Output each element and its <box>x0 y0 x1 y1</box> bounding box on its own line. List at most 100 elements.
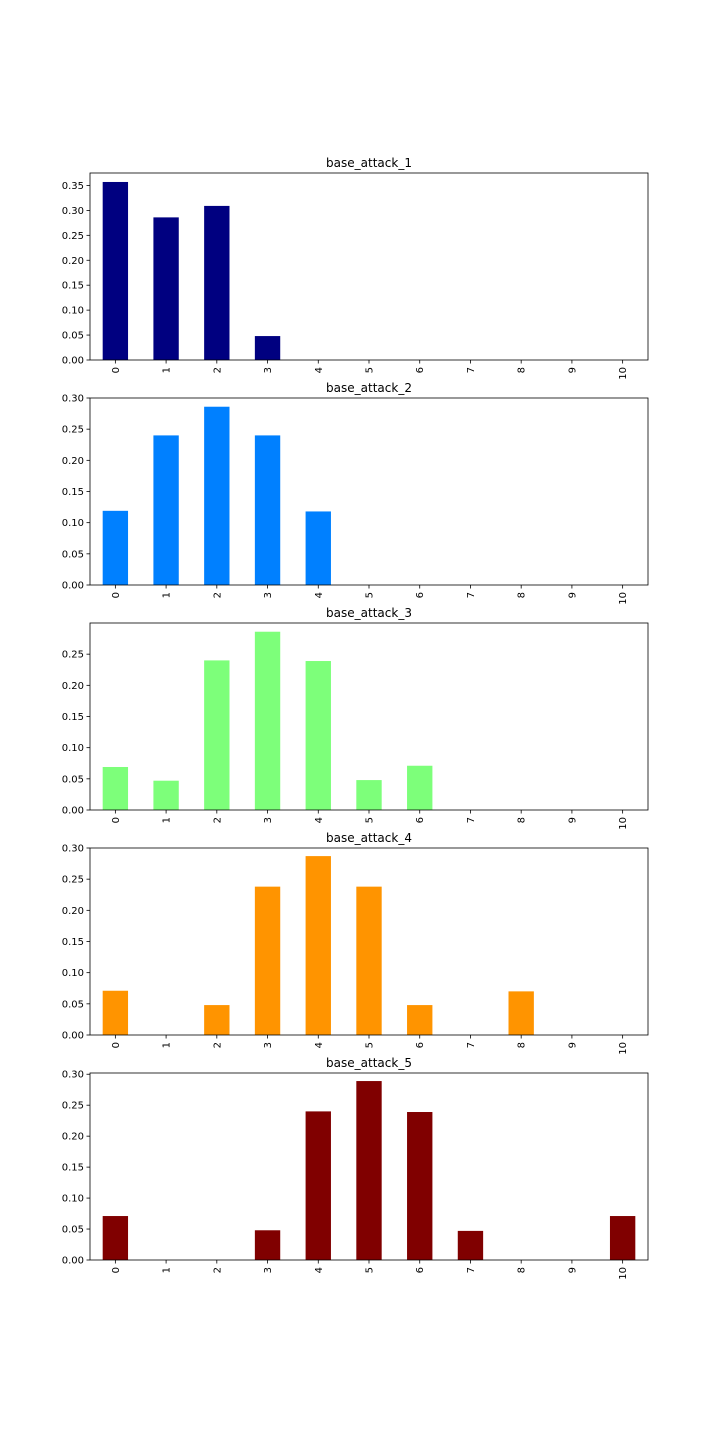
x-tick-label: 6 <box>415 1042 426 1048</box>
bar-3 <box>254 1230 281 1260</box>
x-tick-label: 10 <box>618 817 629 830</box>
y-tick-label: 0.25 <box>62 425 84 436</box>
x-tick-label: 3 <box>263 367 274 373</box>
bar-3 <box>254 886 281 1035</box>
chart-title: base_attack_2 <box>326 381 412 395</box>
x-tick-label: 4 <box>314 592 325 598</box>
y-tick-label: 0.00 <box>62 356 84 367</box>
x-tick-label: 1 <box>162 1267 173 1273</box>
y-tick-label: 0.05 <box>62 999 84 1010</box>
y-tick-label: 0.30 <box>62 844 84 855</box>
bar-3 <box>254 435 281 585</box>
bar-6 <box>407 1005 433 1035</box>
x-tick-label: 1 <box>162 817 173 823</box>
x-tick-label: 7 <box>466 592 477 598</box>
chart-title: base_attack_5 <box>326 1056 412 1070</box>
bar-0 <box>102 181 129 360</box>
x-tick-label: 9 <box>567 367 578 373</box>
y-tick-label: 0.20 <box>62 906 84 917</box>
x-tick-label: 5 <box>365 817 376 823</box>
y-tick-label: 0.15 <box>62 937 84 948</box>
x-tick-label: 10 <box>618 1267 629 1280</box>
axes-frame <box>89 847 649 1036</box>
bar-2 <box>204 1005 230 1035</box>
bar-0 <box>102 510 129 585</box>
chart-title: base_attack_3 <box>326 606 412 620</box>
x-tick-label: 4 <box>314 1267 325 1273</box>
x-tick-label: 6 <box>415 592 426 598</box>
y-tick-label: 0.10 <box>62 968 84 979</box>
chart-panel-1: base_attack_1 0.00 0.05 0.10 0.15 0.20 0.25 0.3… <box>62 156 649 380</box>
x-tick-label: 5 <box>365 1267 376 1273</box>
bar-4 <box>305 856 331 1035</box>
x-tick-label: 0 <box>111 592 122 598</box>
y-tick-label: 0.15 <box>62 1163 84 1174</box>
y-tick-label: 0.05 <box>62 549 84 560</box>
y-tick-label: 0.15 <box>62 487 84 498</box>
x-tick-label: 9 <box>567 592 578 598</box>
y-tick-label: 0.00 <box>62 806 84 817</box>
axes-frame <box>89 397 649 586</box>
bar-4 <box>305 511 331 585</box>
x-tick-label: 9 <box>567 817 578 823</box>
x-tick-label: 0 <box>111 817 122 823</box>
x-tick-label: 5 <box>365 367 376 373</box>
x-tick-label: 5 <box>365 592 376 598</box>
x-tick-label: 2 <box>212 592 223 598</box>
y-tick-label: 0.00 <box>62 1256 84 1267</box>
y-tick-label: 0.10 <box>62 1194 84 1205</box>
x-tick-label: 0 <box>111 1042 122 1048</box>
x-tick-label: 10 <box>618 592 629 605</box>
axes-frame <box>89 1072 649 1261</box>
x-tick-label: 4 <box>314 1042 325 1048</box>
x-tick-label: 8 <box>517 1042 528 1048</box>
bar-0 <box>102 766 129 810</box>
y-tick-label: 0.25 <box>62 875 84 886</box>
x-tick-label: 3 <box>263 817 274 823</box>
y-tick-label: 0.30 <box>62 206 84 217</box>
y-tick-label: 0.05 <box>62 774 84 785</box>
y-tick-label: 0.25 <box>62 650 84 661</box>
x-tick-label: 4 <box>314 367 325 373</box>
bar-0 <box>102 990 129 1035</box>
x-tick-label: 2 <box>212 1267 223 1273</box>
bar-7 <box>457 1230 484 1260</box>
x-tick-label: 2 <box>212 1042 223 1048</box>
y-tick-label: 0.30 <box>62 394 84 405</box>
x-tick-label: 6 <box>415 367 426 373</box>
x-tick-label: 3 <box>263 1267 274 1273</box>
x-tick-label: 8 <box>517 592 528 598</box>
chart-panel-4: base_attack_4 0.00 0.05 0.10 0.15 0.20 0.25 0.3… <box>62 831 649 1055</box>
x-tick-label: 8 <box>517 367 528 373</box>
y-tick-label: 0.20 <box>62 1132 84 1143</box>
bar-2 <box>204 660 230 810</box>
bar-5 <box>356 1081 382 1260</box>
chart-panel-2: base_attack_2 0.00 0.05 0.10 0.15 0.20 0.25 0.3… <box>62 381 649 605</box>
chart-panel-5: base_attack_5 0.00 0.05 0.10 0.15 0.20 0.25 0.3… <box>62 1056 649 1280</box>
y-tick-label: 0.00 <box>62 581 84 592</box>
bar-3 <box>254 336 281 360</box>
y-tick-label: 0.25 <box>62 1101 84 1112</box>
y-tick-label: 0.10 <box>62 518 84 529</box>
bar-6 <box>407 765 433 810</box>
chart-panels: base_attack_1 0.00 0.05 0.10 0.15 0.20 0.25 0.3… <box>62 156 649 1280</box>
bar-5 <box>356 886 382 1035</box>
axes-frame <box>89 622 649 811</box>
chart-title: base_attack_4 <box>326 831 412 845</box>
x-tick-label: 9 <box>567 1042 578 1048</box>
x-tick-label: 8 <box>517 1267 528 1273</box>
bar-1 <box>153 435 179 585</box>
x-tick-label: 10 <box>618 1042 629 1055</box>
y-tick-label: 0.30 <box>62 1070 84 1081</box>
y-tick-label: 0.10 <box>62 306 84 317</box>
bar-8 <box>508 991 534 1035</box>
y-tick-label: 0.00 <box>62 1031 84 1042</box>
bar-2 <box>204 205 230 360</box>
bar-0 <box>102 1216 129 1260</box>
y-tick-label: 0.20 <box>62 681 84 692</box>
bar-4 <box>305 1111 331 1260</box>
x-tick-label: 6 <box>415 817 426 823</box>
x-tick-label: 10 <box>618 367 629 380</box>
x-tick-label: 4 <box>314 817 325 823</box>
